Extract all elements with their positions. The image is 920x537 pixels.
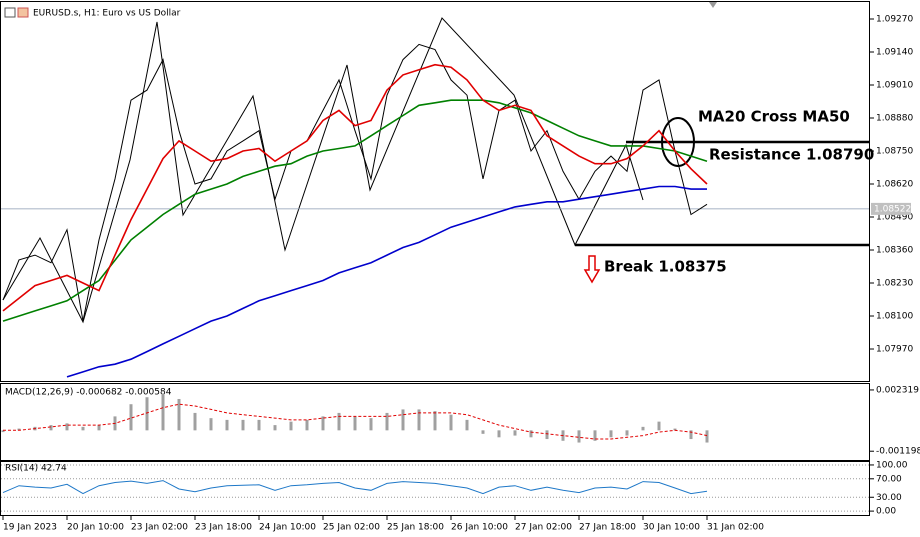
y-tick-label: 1.08100 bbox=[876, 312, 913, 322]
shift-marker bbox=[709, 2, 717, 8]
cross-circle bbox=[661, 117, 695, 167]
bar bbox=[641, 426, 645, 431]
annotation: MA20 Cross MA50 bbox=[698, 108, 850, 126]
x-tick-label: 26 Jan 10:00 bbox=[451, 523, 508, 533]
x-tick-label: 19 Jan 2023 bbox=[3, 523, 57, 533]
bar bbox=[353, 416, 357, 431]
bar bbox=[609, 430, 613, 438]
bar bbox=[401, 409, 405, 431]
bar bbox=[369, 418, 373, 431]
x-tick-label: 31 Jan 02:00 bbox=[707, 523, 764, 533]
x-tick-label: 23 Jan 18:00 bbox=[195, 523, 252, 533]
y-tick-label: 1.08750 bbox=[876, 147, 913, 157]
x-tick-label: 25 Jan 18:00 bbox=[387, 523, 444, 533]
icon bbox=[17, 7, 29, 18]
bar bbox=[17, 428, 21, 431]
signal-line bbox=[3, 403, 708, 440]
y-tick-label: 70.00 bbox=[876, 474, 902, 484]
bar bbox=[481, 430, 485, 434]
bar bbox=[49, 425, 53, 431]
bar bbox=[193, 412, 197, 431]
bar bbox=[545, 430, 549, 440]
bar bbox=[97, 425, 101, 431]
bar bbox=[321, 416, 325, 431]
main-panel bbox=[0, 1, 870, 382]
series-line bbox=[2, 99, 708, 322]
bar bbox=[1, 430, 5, 433]
macd-panel bbox=[0, 383, 870, 461]
y-tick-label: 30.00 bbox=[876, 493, 902, 503]
y-tick-label: -0.001198 bbox=[876, 447, 920, 457]
y-tick-label: 1.08490 bbox=[876, 213, 913, 223]
bar bbox=[177, 398, 181, 431]
y-tick-label: 1.08880 bbox=[876, 114, 913, 124]
bar bbox=[129, 404, 133, 431]
bar bbox=[145, 397, 149, 431]
bar bbox=[577, 430, 581, 443]
y-tick-label: 1.07970 bbox=[876, 345, 913, 355]
bar bbox=[497, 430, 501, 438]
x-tick-label: 27 Jan 02:00 bbox=[515, 523, 572, 533]
panel-title: RSI(14) 42.74 bbox=[5, 464, 67, 474]
y-tick-label: 1.09270 bbox=[876, 15, 913, 25]
bar bbox=[81, 426, 85, 431]
bar bbox=[209, 418, 213, 431]
bar bbox=[689, 430, 693, 440]
bar bbox=[449, 414, 453, 431]
panel-title: MACD(12,26,9) -0.000682 -0.000584 bbox=[5, 388, 172, 398]
bar bbox=[305, 419, 309, 431]
x-tick-label: 24 Jan 10:00 bbox=[259, 523, 316, 533]
y-tick-label: 0.002319 bbox=[876, 385, 919, 395]
bar bbox=[257, 419, 261, 431]
bar bbox=[65, 423, 69, 431]
annotation: Break 1.08375 bbox=[604, 258, 727, 276]
y-tick-label: 1.08360 bbox=[876, 246, 913, 256]
series-line bbox=[2, 480, 708, 495]
bar bbox=[705, 430, 709, 443]
bar bbox=[385, 412, 389, 431]
bar bbox=[465, 419, 469, 431]
bar bbox=[433, 411, 437, 431]
bar bbox=[273, 425, 277, 431]
bar bbox=[529, 430, 533, 438]
series-line bbox=[2, 63, 708, 312]
bar bbox=[241, 419, 245, 431]
bar bbox=[161, 393, 165, 431]
rsi-panel bbox=[0, 461, 870, 516]
icon bbox=[4, 7, 16, 18]
y-tick-label: 1.09010 bbox=[876, 81, 913, 91]
x-tick-label: 23 Jan 02:00 bbox=[131, 523, 188, 533]
series-line bbox=[2, 43, 708, 322]
bar bbox=[593, 430, 597, 441]
y-tick-label: 0.00 bbox=[876, 507, 896, 517]
bar bbox=[657, 421, 661, 431]
x-tick-label: 30 Jan 10:00 bbox=[643, 523, 700, 533]
bar bbox=[289, 421, 293, 431]
bar bbox=[417, 409, 421, 431]
bar bbox=[337, 412, 341, 431]
bar bbox=[513, 430, 517, 436]
bar bbox=[225, 419, 229, 431]
bar bbox=[625, 430, 629, 436]
annotation: Resistance 1.08790 bbox=[709, 146, 874, 164]
current-price: 1.08522 bbox=[874, 204, 911, 214]
bar bbox=[673, 428, 677, 431]
price-box bbox=[871, 202, 911, 215]
series-line bbox=[66, 185, 707, 378]
down-arrow bbox=[583, 255, 601, 284]
zigzag bbox=[2, 17, 644, 324]
y-tick-label: 100.00 bbox=[876, 460, 908, 470]
y-tick-label: 1.09140 bbox=[876, 48, 913, 58]
y-tick-label: 1.08230 bbox=[876, 279, 913, 289]
x-tick-label: 25 Jan 02:00 bbox=[323, 523, 380, 533]
x-tick-label: 27 Jan 18:00 bbox=[579, 523, 636, 533]
y-tick-label: 1.08620 bbox=[876, 180, 913, 190]
x-tick-label: 20 Jan 10:00 bbox=[67, 523, 124, 533]
chart-title: EURUSD.s, H1: Euro vs US Dollar bbox=[33, 9, 181, 19]
